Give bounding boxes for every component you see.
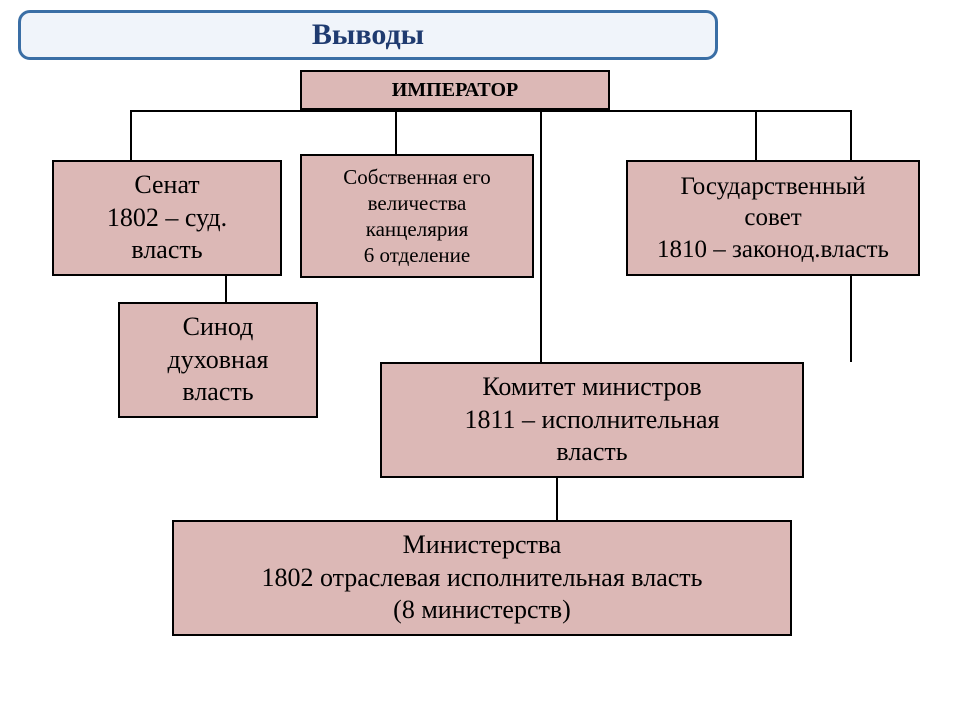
node-committee-line: власть <box>556 436 627 469</box>
node-ministries-line: (8 министерств) <box>393 594 571 627</box>
emperor-text: ИМПЕРАТОР <box>392 78 519 103</box>
node-senate-line: 1802 – суд. <box>107 202 227 235</box>
node-senate: Сенат1802 – суд.власть <box>52 160 282 276</box>
node-synod-line: духовная <box>168 344 269 377</box>
node-chancellery-line: 6 отделение <box>364 242 470 268</box>
emperor-box: ИМПЕРАТОР <box>300 70 610 110</box>
node-synod: Синоддуховнаявласть <box>118 302 318 418</box>
connector-line <box>556 478 558 520</box>
node-senate-line: власть <box>131 234 202 267</box>
connector-line <box>755 110 757 160</box>
connector-line <box>130 110 132 160</box>
node-synod-line: власть <box>182 376 253 409</box>
node-committee-line: 1811 – исполнительная <box>464 404 719 437</box>
title-text: Выводы <box>312 16 424 54</box>
connector-line <box>130 110 850 112</box>
node-ministries: Министерства1802 отраслевая исполнительн… <box>172 520 792 636</box>
node-chancellery: Собственная еговеличестваканцелярия6 отд… <box>300 154 534 278</box>
node-chancellery-line: канцелярия <box>366 216 469 242</box>
node-council-line: совет <box>744 202 801 233</box>
node-council: Государственныйсовет1810 – законод.власт… <box>626 160 920 276</box>
connector-line <box>225 276 227 302</box>
connector-line <box>395 110 397 160</box>
node-chancellery-line: величества <box>368 190 467 216</box>
node-chancellery-line: Собственная его <box>343 164 490 190</box>
node-committee: Комитет министров1811 – исполнительнаявл… <box>380 362 804 478</box>
node-council-line: Государственный <box>680 171 865 202</box>
title-box: Выводы <box>18 10 718 60</box>
node-committee-line: Комитет министров <box>482 371 701 404</box>
node-senate-line: Сенат <box>134 169 199 202</box>
node-ministries-line: 1802 отраслевая исполнительная власть <box>261 562 702 595</box>
node-ministries-line: Министерства <box>403 529 562 562</box>
node-synod-line: Синод <box>183 311 254 344</box>
connector-line <box>540 110 542 362</box>
node-council-line: 1810 – законод.власть <box>657 234 889 265</box>
